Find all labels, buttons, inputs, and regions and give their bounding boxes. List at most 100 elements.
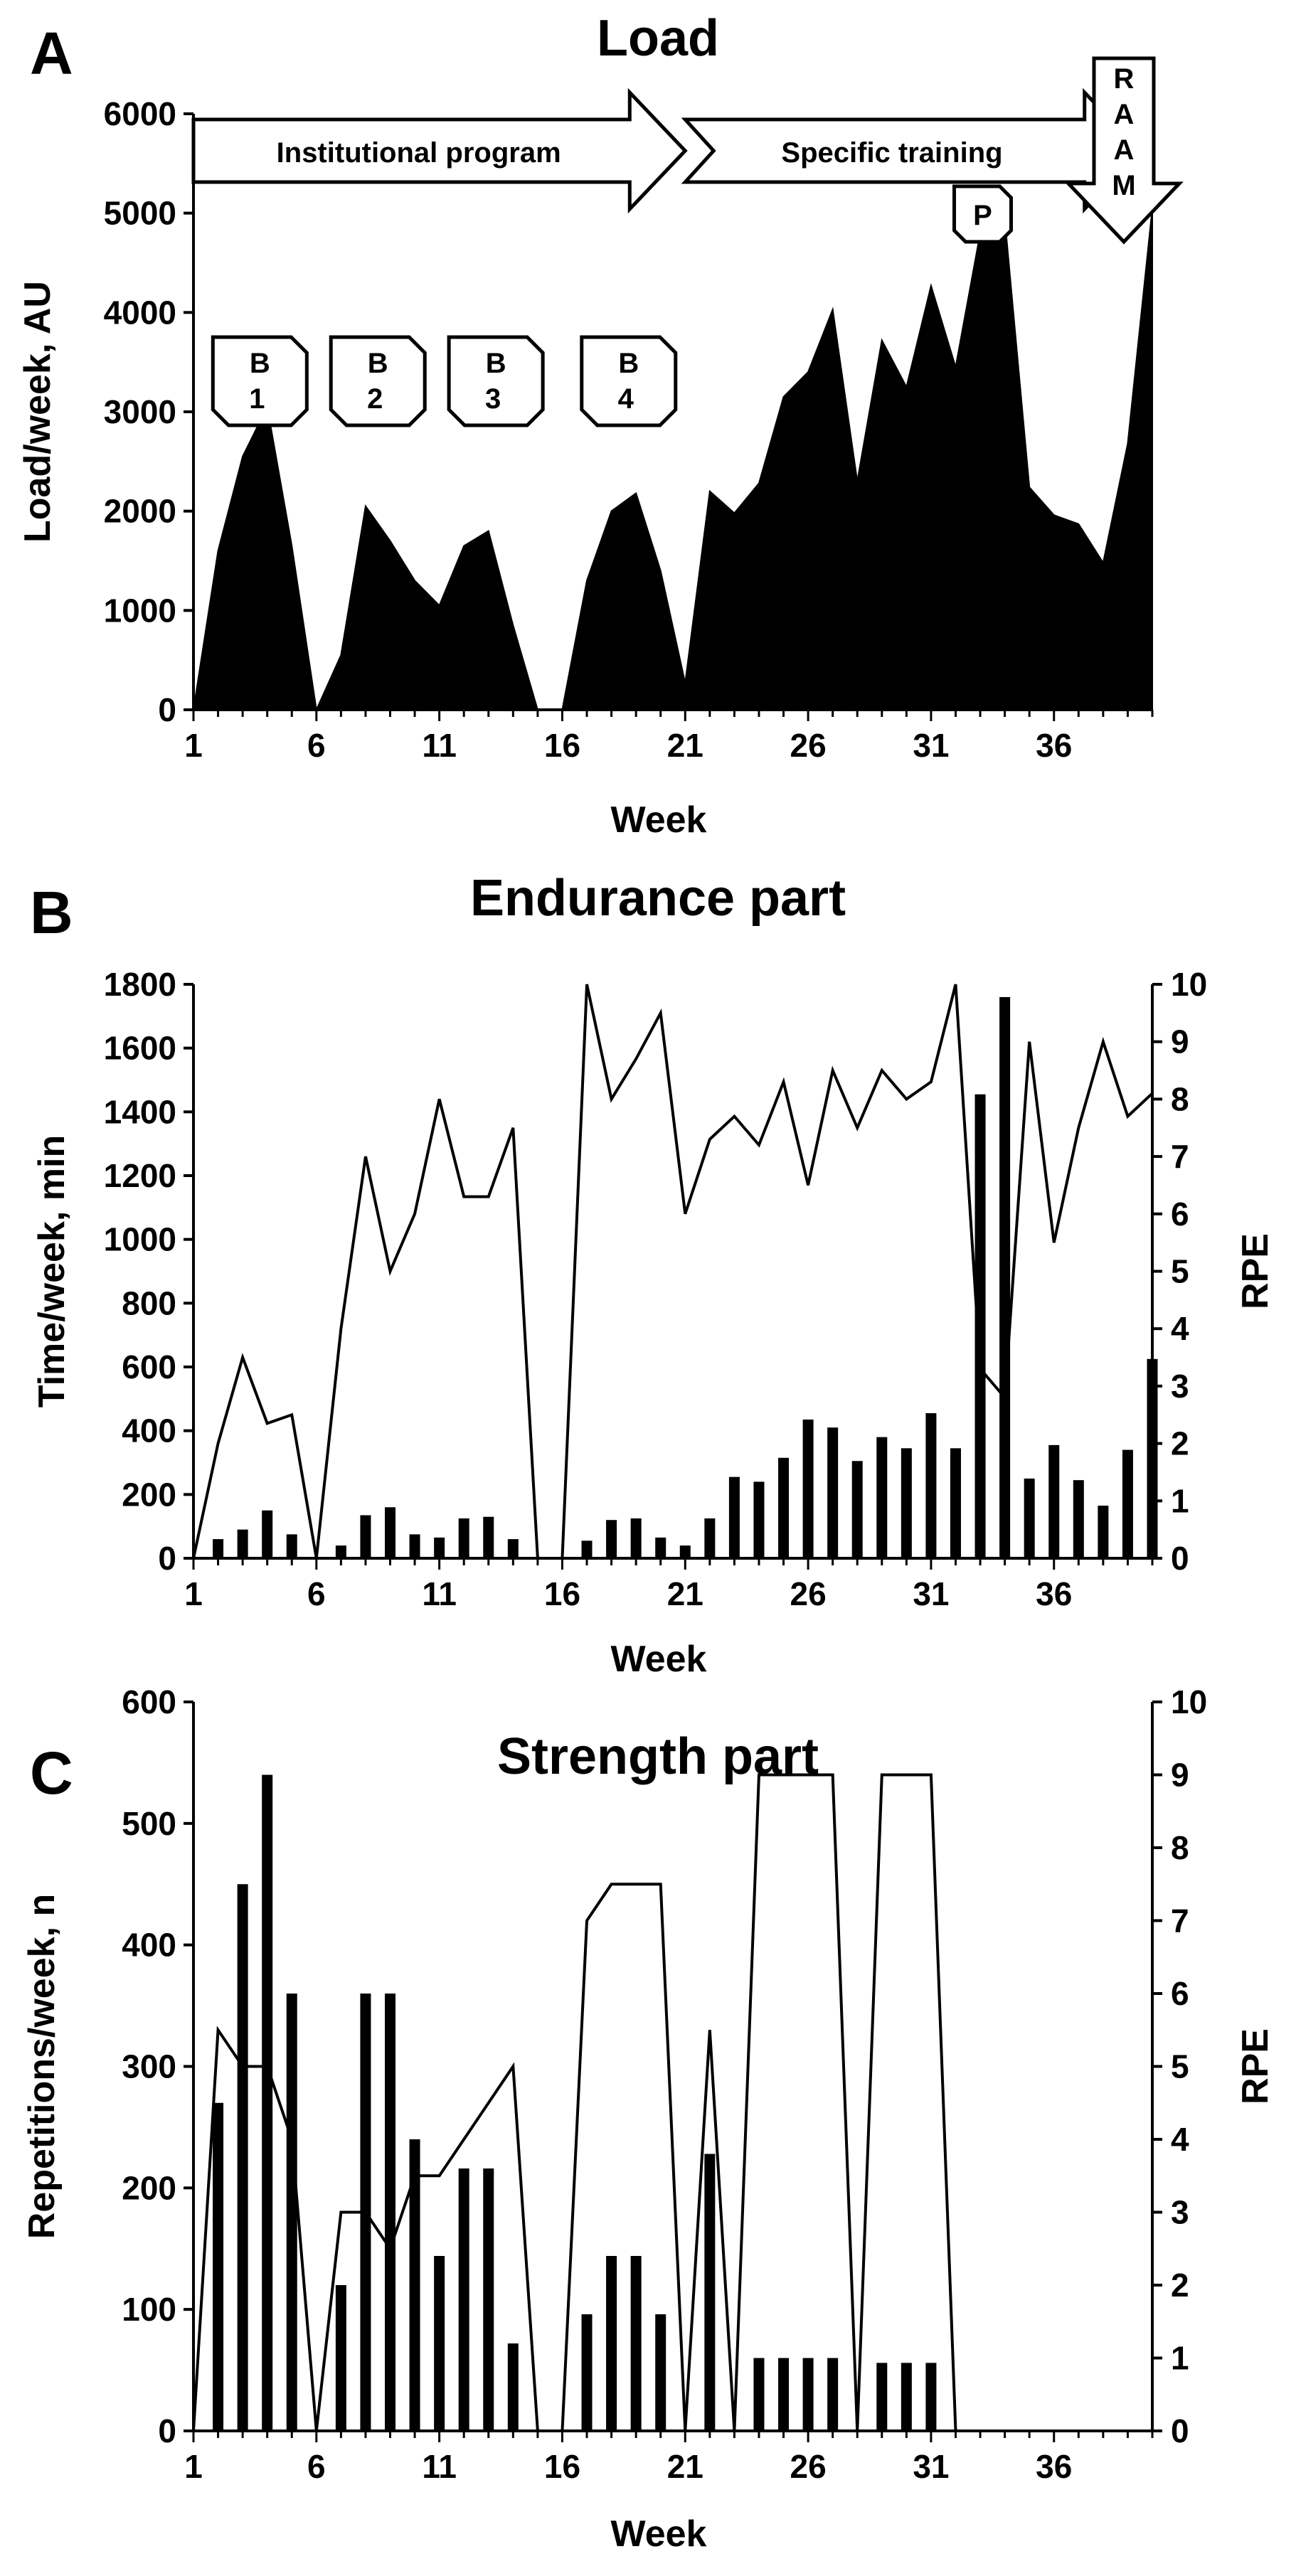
bar <box>262 1510 273 1558</box>
bar <box>876 1437 888 1558</box>
bar <box>360 1515 371 1558</box>
y-tick-label: 5000 <box>104 195 176 232</box>
bar <box>901 1448 912 1558</box>
x-tick-label: 1 <box>184 1575 203 1612</box>
y2-tick-label: 3 <box>1171 2194 1189 2231</box>
y-tick-label: 1000 <box>104 592 176 629</box>
bar <box>237 1529 248 1558</box>
y-tick-label: 3000 <box>104 393 176 430</box>
y2-tick-label: 10 <box>1171 1683 1207 1720</box>
y-tick-label: 200 <box>122 2169 176 2206</box>
x-tick-label: 26 <box>790 2448 827 2485</box>
panel-a-title: Load <box>597 10 719 67</box>
y-tick-label: 1400 <box>104 1093 176 1130</box>
bar <box>778 2358 790 2431</box>
x-tick-label: 1 <box>184 2448 203 2485</box>
bar <box>213 1539 224 1558</box>
bar <box>753 1481 765 1558</box>
bar <box>1122 1449 1133 1558</box>
bar <box>409 1534 420 1558</box>
bar <box>630 1518 642 1558</box>
y-tick-label: 400 <box>122 1412 176 1449</box>
bar <box>458 1518 469 1558</box>
x-tick-label: 11 <box>422 1575 457 1612</box>
x-tick-label: 31 <box>913 727 949 764</box>
bar <box>901 2363 912 2431</box>
raam-letter: A <box>1114 134 1135 166</box>
bar <box>286 1994 297 2431</box>
x-tick-label: 16 <box>544 727 580 764</box>
bar <box>630 2256 642 2431</box>
y-tick-label: 500 <box>122 1805 176 1842</box>
bar <box>1147 1358 1158 1558</box>
bar <box>1024 1478 1035 1558</box>
y2-tick-label: 9 <box>1171 1757 1189 1794</box>
bar <box>925 1413 937 1558</box>
x-tick-label: 11 <box>422 727 457 764</box>
bar <box>827 1427 839 1558</box>
y-tick-label: 0 <box>158 2412 176 2449</box>
x-tick-label: 21 <box>667 1575 703 1612</box>
p-marker-label: P <box>973 200 992 231</box>
panel-label-a: A <box>30 20 73 87</box>
x-tick-label: 26 <box>790 727 827 764</box>
y-tick-label: 600 <box>122 1683 176 1720</box>
phase-arrow <box>681 87 1143 214</box>
block-label-top: B <box>618 348 639 379</box>
y-tick-label: 1000 <box>104 1221 176 1258</box>
rpe-line <box>192 984 1154 1560</box>
y-axis-label: Repetitions/week, n <box>21 1894 63 2239</box>
y2-tick-label: 4 <box>1171 2121 1189 2158</box>
y2-axis-label: RPE <box>1235 1233 1276 1309</box>
x-tick-label: 31 <box>913 1575 949 1612</box>
y2-tick-label: 4 <box>1171 1310 1189 1347</box>
panel-b-title: Endurance part <box>470 870 846 927</box>
x-tick-label: 31 <box>913 2448 949 2485</box>
bar <box>507 2343 519 2431</box>
y2-tick-label: 5 <box>1171 2048 1189 2085</box>
bar <box>385 1507 396 1558</box>
bar <box>213 2102 224 2431</box>
phase-label: Specific training <box>781 137 1002 169</box>
bar <box>581 2314 593 2431</box>
y2-tick-label: 6 <box>1171 1975 1189 2012</box>
bar <box>458 2168 469 2431</box>
x-tick-label: 21 <box>667 2448 703 2485</box>
bar <box>704 1518 716 1558</box>
panel-b-plot: 0200400600800100012001400160018000123456… <box>31 966 1276 1680</box>
y2-tick-label: 10 <box>1171 966 1207 1003</box>
x-tick-label: 6 <box>307 1575 326 1612</box>
bar <box>1098 1506 1109 1558</box>
raam-arrow <box>1064 56 1184 245</box>
block-label-bottom: 2 <box>367 383 383 415</box>
y2-tick-label: 5 <box>1171 1253 1189 1290</box>
y-tick-label: 600 <box>122 1348 176 1385</box>
phase-label: Institutional program <box>277 137 561 169</box>
x-axis-label: Week <box>611 799 707 841</box>
block-label-top: B <box>368 348 388 379</box>
block-label-bottom: 4 <box>618 383 634 415</box>
x-tick-label: 16 <box>544 2448 580 2485</box>
y-axis-label: Load/week, AU <box>17 281 58 543</box>
panel-c-title: Strength part <box>497 1728 819 1785</box>
bar <box>335 2285 346 2431</box>
y-tick-label: 0 <box>158 691 176 728</box>
bar <box>286 1534 297 1558</box>
bar <box>876 2363 888 2431</box>
y-tick-label: 100 <box>122 2291 176 2328</box>
panel-label-b: B <box>30 879 73 946</box>
y-tick-label: 400 <box>122 1927 176 1964</box>
y-tick-label: 2000 <box>104 493 176 530</box>
bar <box>950 1448 961 1558</box>
x-tick-label: 36 <box>1036 1575 1072 1612</box>
y2-tick-label: 2 <box>1171 1425 1189 1462</box>
y2-tick-label: 0 <box>1171 2412 1189 2449</box>
y2-tick-label: 2 <box>1171 2267 1189 2304</box>
block-box <box>580 335 678 427</box>
x-axis-label: Week <box>611 1639 707 1680</box>
bar <box>434 2256 445 2431</box>
bar <box>606 1520 617 1558</box>
y-tick-label: 300 <box>122 2048 176 2085</box>
